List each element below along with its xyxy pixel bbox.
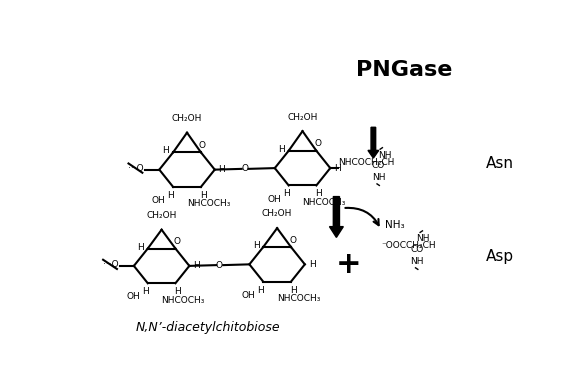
Text: O: O xyxy=(315,139,321,149)
Text: H: H xyxy=(218,165,225,174)
Text: Asp: Asp xyxy=(486,249,514,264)
Text: H: H xyxy=(283,189,290,198)
Text: H: H xyxy=(167,191,174,200)
Text: O: O xyxy=(216,260,223,270)
FancyArrow shape xyxy=(368,127,379,158)
Text: NH: NH xyxy=(378,151,391,160)
Text: H: H xyxy=(137,243,144,252)
Text: CH₂OH: CH₂OH xyxy=(262,209,292,218)
Text: Asn: Asn xyxy=(486,156,514,171)
Text: NH: NH xyxy=(417,235,430,243)
Text: CH₂OH: CH₂OH xyxy=(172,115,202,123)
Text: +: + xyxy=(336,250,362,279)
Text: ⁻OOCCH₂CH: ⁻OOCCH₂CH xyxy=(381,241,435,250)
Text: NHCOCH₃: NHCOCH₃ xyxy=(187,199,230,208)
Text: NHCOCH₂CH: NHCOCH₂CH xyxy=(338,158,394,166)
Text: NHCOCH₃: NHCOCH₃ xyxy=(277,294,320,303)
Text: H: H xyxy=(253,241,260,250)
Text: PNGase: PNGase xyxy=(356,60,452,80)
Text: O: O xyxy=(289,236,296,245)
Text: CO: CO xyxy=(372,161,385,170)
Text: NHCOCH₃: NHCOCH₃ xyxy=(162,296,205,305)
Text: H: H xyxy=(309,260,315,269)
Text: NH: NH xyxy=(410,257,424,266)
Text: H: H xyxy=(142,287,149,296)
Text: CH₂OH: CH₂OH xyxy=(147,211,177,220)
Text: O: O xyxy=(174,237,180,246)
Text: H: H xyxy=(174,287,181,296)
Text: OH: OH xyxy=(126,293,140,301)
Text: OH: OH xyxy=(267,195,281,204)
Text: O: O xyxy=(241,164,248,173)
Text: NH: NH xyxy=(372,173,385,182)
Text: ···O: ···O xyxy=(128,164,144,173)
Text: H: H xyxy=(200,191,206,200)
Text: H: H xyxy=(290,286,297,295)
Text: NHCOCH₃: NHCOCH₃ xyxy=(303,198,346,207)
Text: H: H xyxy=(257,286,264,295)
FancyArrow shape xyxy=(329,197,343,237)
Text: OH: OH xyxy=(242,291,256,300)
Text: ···O: ···O xyxy=(103,260,119,269)
Text: O: O xyxy=(199,141,206,150)
Text: H: H xyxy=(278,145,285,154)
Text: H: H xyxy=(334,164,341,173)
Text: NH₃: NH₃ xyxy=(385,220,405,230)
Text: CO: CO xyxy=(410,245,423,254)
Text: N,N’-diacetylchitobiose: N,N’-diacetylchitobiose xyxy=(135,322,280,334)
Text: H: H xyxy=(315,189,322,198)
Text: CH₂OH: CH₂OH xyxy=(287,113,317,122)
Text: H: H xyxy=(163,146,169,155)
Text: OH: OH xyxy=(152,196,166,205)
Text: H: H xyxy=(193,261,200,271)
